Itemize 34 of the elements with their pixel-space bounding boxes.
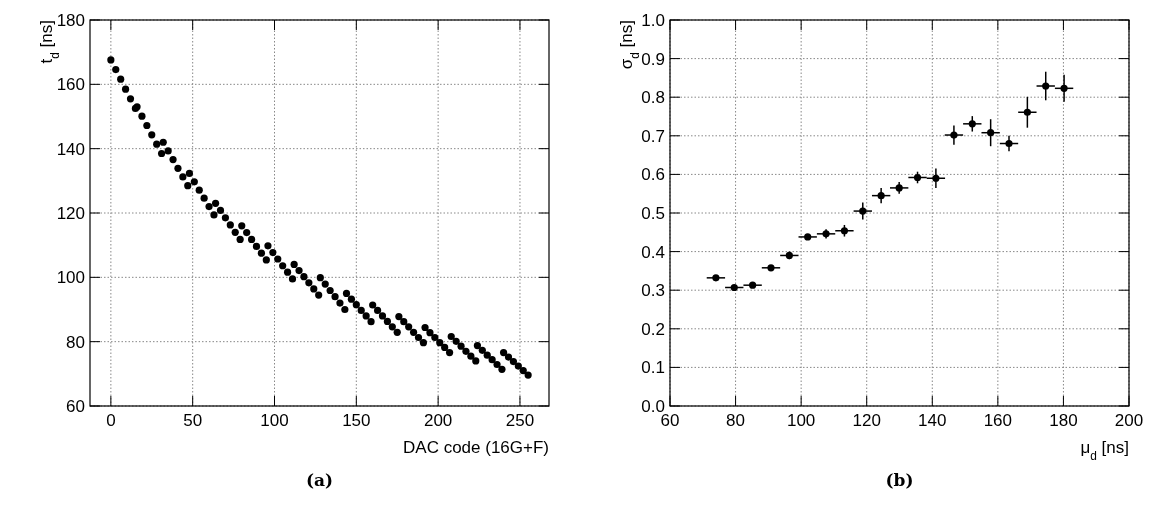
x-tick-label: 200: [1114, 411, 1144, 430]
x-tick-label: 250: [505, 411, 535, 430]
y-tick-label: 1.0: [641, 11, 665, 30]
x-tick-label: 180: [1049, 411, 1078, 430]
y-tick-label: 0.2: [641, 319, 665, 339]
x-tick-label: 0: [106, 411, 116, 430]
x-axis-title: DAC code (16G+F): [403, 438, 549, 457]
x-axis-title: μ$_{d}$ [ns]: [1080, 438, 1129, 463]
y-tick-label: 0.8: [641, 88, 665, 108]
x-tick-label: 160: [983, 411, 1013, 430]
x-tick-label: 150: [342, 411, 371, 430]
x-tick-label: 80: [726, 411, 746, 430]
y-tick-label: 0.5: [641, 204, 665, 223]
y-tick-label: 60: [66, 397, 85, 416]
y-tick-label: 0.6: [641, 165, 665, 185]
y-tick-label: 0.4: [641, 242, 665, 262]
y-tick-label: 0.1: [641, 358, 665, 378]
y-tick-label: 0.9: [641, 49, 665, 69]
x-tick-label: 100: [260, 411, 289, 430]
y-tick-label: 140: [56, 139, 85, 159]
x-tick-label: 140: [918, 411, 947, 430]
x-tick-label: 100: [786, 411, 816, 430]
y-tick-label: 0.7: [641, 126, 665, 146]
x-tick-label: 50: [183, 411, 203, 430]
y-tick-label: 120: [56, 204, 85, 223]
text: (a): [305, 470, 334, 490]
x-tick-label: 120: [852, 411, 881, 430]
y-tick-label: 100: [56, 268, 85, 288]
y-tick-label: 0.3: [641, 281, 665, 301]
text: (b): [885, 470, 914, 490]
y-tick-label: 160: [56, 75, 85, 95]
x-tick-label: 200: [423, 411, 453, 430]
y-tick-label: 80: [66, 332, 85, 352]
x-tick-label: 60: [660, 411, 680, 430]
